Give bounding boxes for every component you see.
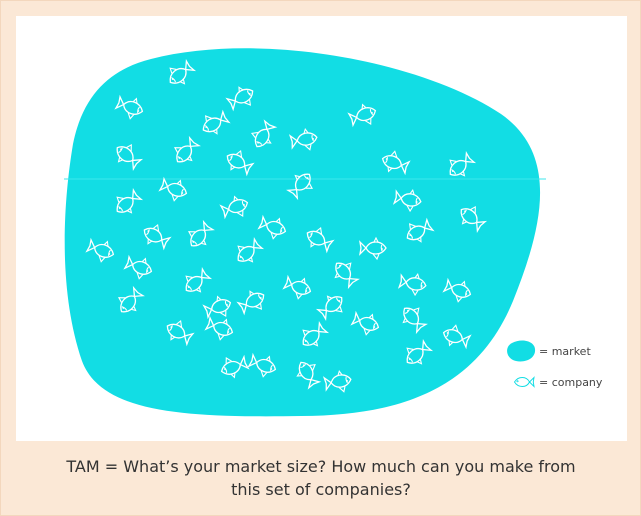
- caption: TAM = What’s your market size? How much …: [61, 455, 581, 501]
- market-illustration: = market = company: [16, 16, 627, 441]
- legend-market-swatch: [507, 341, 535, 362]
- legend-company-icon: [515, 374, 535, 390]
- page: = market = company TAM = What’s your mar…: [0, 0, 641, 516]
- legend-company-label: = company: [539, 376, 603, 389]
- legend-market-label: = market: [539, 345, 591, 358]
- illustration-panel: = market = company: [16, 16, 627, 441]
